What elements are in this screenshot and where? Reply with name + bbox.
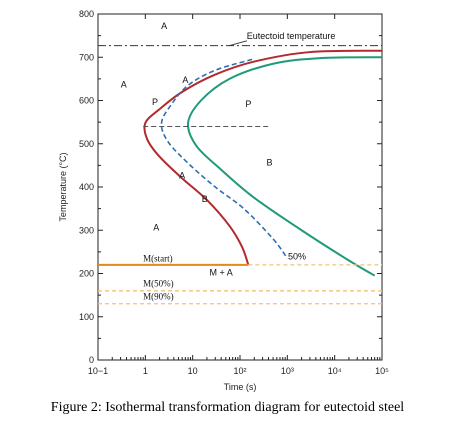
series-start-curve: [143, 49, 383, 266]
fifty-percent-label: 50%: [288, 252, 306, 262]
curve-point-label-a: A: [179, 170, 185, 180]
series-finish-curve: [186, 56, 383, 277]
x-axis-title: Time (s): [224, 382, 257, 392]
x-tick-label: 1: [143, 366, 148, 376]
series-layer: [98, 45, 383, 305]
m-ninety-label: M(90%): [143, 291, 174, 301]
x-tick-label: 10³: [281, 366, 294, 376]
region-label-a: A: [121, 80, 127, 90]
x-tick-label: 10⁴: [328, 366, 342, 376]
y-tick-label: 600: [79, 96, 94, 106]
y-tick-label: 500: [79, 139, 94, 149]
curve-point-label-p: P: [152, 97, 158, 107]
region-label-p: P: [245, 99, 251, 109]
m-fifty-label: M(50%): [143, 278, 174, 288]
y-axis-title: Temperature (°C): [58, 152, 68, 221]
label-layer: Eutectoid temperature A A A P B A P A B 50% M(start…: [121, 21, 336, 301]
m-start-label: M(start): [143, 253, 173, 263]
y-tick-label: 400: [79, 182, 94, 192]
y-tick-label: 300: [79, 225, 94, 235]
curve-point-label-b: B: [202, 194, 208, 204]
y-tick-label: 800: [79, 9, 94, 19]
y-tick-label: 200: [79, 269, 94, 279]
region-label-a: A: [161, 21, 167, 31]
y-tick-label: 0: [89, 355, 94, 365]
eutectoid-temperature-label: Eutectoid temperature: [247, 31, 336, 41]
x-tick-label: 10: [188, 366, 198, 376]
y-tick-label: 100: [79, 312, 94, 322]
region-label-a: A: [153, 222, 159, 232]
region-label-b: B: [266, 157, 272, 167]
eutectoid-leader-line: [229, 40, 248, 46]
curve-point-label-a: A: [182, 75, 188, 85]
x-tick-label: 10⁵: [375, 366, 389, 376]
x-axis: 10−1 1 10 10² 10³ 10⁴ 10⁵: [88, 14, 389, 376]
series-fifty-percent-curve: [160, 58, 288, 259]
x-tick-label: 10−1: [88, 366, 108, 376]
y-axis: 0 100 200 300 400 500 600 700 800: [79, 9, 382, 365]
m-plus-a-label: M + A: [210, 268, 233, 278]
x-tick-label: 10²: [233, 366, 246, 376]
y-tick-label: 700: [79, 52, 94, 62]
figure-caption: Figure 2: Isothermal transformation diag…: [50, 400, 405, 415]
